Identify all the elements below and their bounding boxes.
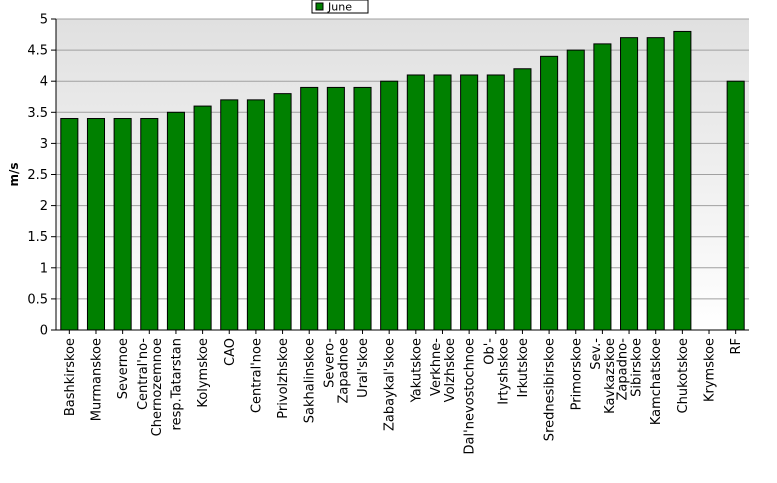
x-category-label: Srednesibirskoe	[543, 338, 558, 441]
legend-box	[311, 0, 369, 14]
x-category-label: Ob'-Irtyshskoe	[482, 338, 511, 405]
svg-text:Primorskoe: Primorskoe	[569, 338, 584, 410]
y-tick-label: 0	[40, 324, 48, 339]
svg-text:Bashkirskoe: Bashkirskoe	[63, 338, 78, 416]
bar	[406, 74, 425, 331]
bar	[620, 37, 639, 331]
x-category-label: Yakutskoe	[409, 338, 424, 403]
bar	[726, 80, 745, 331]
bar	[300, 86, 319, 331]
x-category-label: Krymskoe	[703, 338, 718, 402]
x-category-label: Zapadno-Sibirskoe	[616, 338, 645, 401]
svg-text:Ob'-Irtyshskoe: Ob'-Irtyshskoe	[482, 338, 511, 405]
x-category-label: Murmanskoe	[89, 338, 104, 421]
y-tick-label: 2	[40, 199, 48, 214]
x-category-label: Privolzhskoe	[276, 338, 291, 419]
svg-text:Zapadno-Sibirskoe: Zapadno-Sibirskoe	[616, 338, 645, 401]
x-category-label: Severo-Zapadnoe	[322, 338, 351, 404]
x-category-label: Kolymskoe	[196, 338, 211, 408]
x-category-label: Irkutskoe	[516, 338, 531, 397]
x-category-label: Dal'nevostochnoe	[463, 338, 478, 454]
bar	[193, 105, 212, 331]
y-tick-label: 4	[40, 75, 48, 90]
y-tick-label: 3	[40, 137, 48, 152]
svg-text:Central'noe: Central'noe	[249, 338, 264, 413]
bars	[60, 30, 745, 331]
bar	[540, 55, 559, 331]
svg-text:Kamchatskoe: Kamchatskoe	[649, 338, 664, 425]
x-category-label: Primorskoe	[569, 338, 584, 410]
x-category-label: CAO	[223, 338, 238, 366]
svg-text:resp.Tatarstan: resp.Tatarstan	[169, 338, 184, 430]
x-category-label: RF	[729, 338, 744, 355]
legend-swatch	[315, 2, 324, 11]
bar	[460, 74, 479, 331]
bar	[113, 118, 132, 331]
bar	[566, 49, 585, 331]
svg-text:Severo-Zapadnoe: Severo-Zapadnoe	[322, 338, 351, 404]
bar	[86, 118, 106, 331]
svg-text:Krymskoe: Krymskoe	[703, 338, 718, 402]
bar	[60, 118, 79, 331]
y-tick-labels: 0 0.5 1 1.5 2 2.5 3 3.5 4 4.5 5	[27, 13, 48, 339]
x-category-label: Central'noe	[249, 338, 264, 413]
x-category-label: Chukotskoe	[676, 338, 691, 413]
svg-text:RF: RF	[729, 338, 744, 355]
x-category-label: Bashkirskoe	[63, 338, 78, 416]
bar	[246, 99, 265, 331]
bar	[593, 43, 612, 331]
svg-text:Zabaykal'skoe: Zabaykal'skoe	[383, 338, 398, 431]
axes	[51, 18, 749, 334]
bar	[140, 118, 159, 331]
y-tick-label: 1.5	[27, 230, 48, 245]
bar	[673, 30, 692, 331]
x-category-label: Ural'skoe	[356, 338, 371, 398]
bar	[353, 86, 372, 331]
bar	[220, 99, 239, 331]
y-tick-label: 4.5	[27, 44, 48, 59]
legend: June	[311, 0, 369, 14]
y-tick-label: 3.5	[27, 106, 48, 121]
x-category-label: Severnoe	[116, 338, 131, 399]
svg-text:Privolzhskoe: Privolzhskoe	[276, 338, 291, 419]
bar	[513, 68, 532, 331]
svg-text:Sakhalinskoe: Sakhalinskoe	[303, 338, 318, 423]
svg-text:Central'no-Chernozemnoe: Central'no-Chernozemnoe	[136, 338, 165, 437]
svg-text:Severnoe: Severnoe	[116, 338, 131, 399]
svg-text:Irkutskoe: Irkutskoe	[516, 338, 531, 397]
y-tick-label: 1	[40, 261, 48, 276]
x-category-label: Sakhalinskoe	[303, 338, 318, 423]
x-category-label: Kamchatskoe	[649, 338, 664, 425]
svg-text:CAO: CAO	[223, 338, 238, 366]
y-tick-label: 2.5	[27, 168, 48, 183]
legend-label: June	[327, 1, 352, 14]
svg-text:Sev.-Kavkazskoe: Sev.-Kavkazskoe	[589, 338, 618, 414]
y-tick-label: 0.5	[27, 292, 48, 307]
bar	[486, 74, 505, 331]
x-category-label: Sev.-Kavkazskoe	[589, 338, 618, 414]
svg-text:Verkhne-Volzhskoe: Verkhne-Volzhskoe	[429, 338, 458, 403]
bar	[326, 86, 345, 331]
x-category-label: Central'no-Chernozemnoe	[136, 338, 165, 437]
y-axis-title: m/s	[7, 162, 21, 186]
bar	[646, 37, 665, 331]
y-tick-label: 5	[40, 13, 48, 28]
bar	[273, 93, 292, 331]
bar	[433, 74, 452, 331]
svg-text:Ural'skoe: Ural'skoe	[356, 338, 371, 398]
x-category-label: Zabaykal'skoe	[383, 338, 398, 431]
svg-text:Yakutskoe: Yakutskoe	[409, 338, 424, 403]
x-category-label: Verkhne-Volzhskoe	[429, 338, 458, 403]
bar	[380, 80, 399, 331]
svg-text:Srednesibirskoe: Srednesibirskoe	[543, 338, 558, 441]
bar	[166, 111, 185, 331]
svg-text:Murmanskoe: Murmanskoe	[89, 338, 104, 421]
x-category-labels: Bashkirskoe Murmanskoe Severnoe Central'no-…	[63, 338, 744, 455]
svg-text:Kolymskoe: Kolymskoe	[196, 338, 211, 408]
x-category-label: resp.Tatarstan	[169, 338, 184, 430]
svg-text:Chukotskoe: Chukotskoe	[676, 338, 691, 413]
svg-text:Dal'nevostochnoe: Dal'nevostochnoe	[463, 338, 478, 454]
